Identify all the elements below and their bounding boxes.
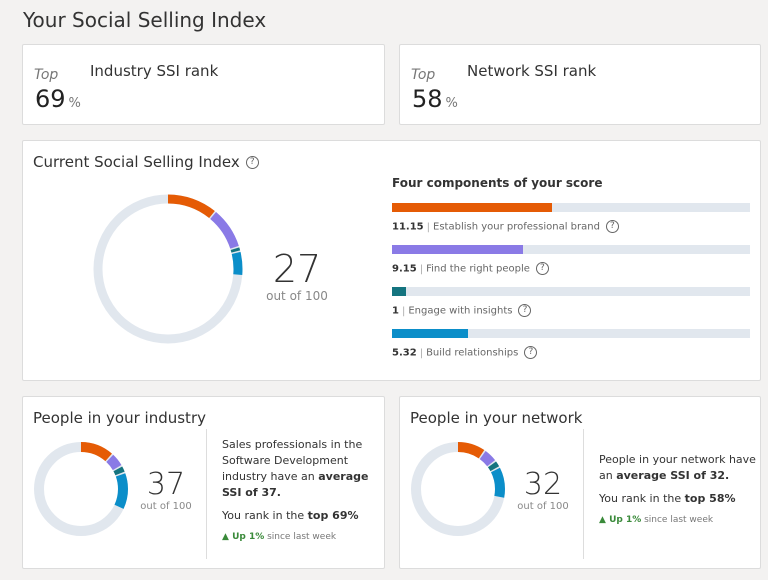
component-bar-fill [392, 203, 552, 212]
up-arrow-icon: ▲ [222, 532, 233, 542]
industry-trend: ▲ Up 1% since last week [222, 532, 337, 542]
network-rank-text: You rank in the top 58% [599, 492, 736, 505]
network-rank-value: 58% [412, 85, 458, 113]
component-bar [392, 287, 750, 296]
network-card: People in your network 32 out of 100 Peop… [399, 396, 761, 569]
up-arrow-icon: ▲ [599, 515, 610, 525]
donut-segment [411, 442, 505, 536]
industry-description: Sales professionals in the Software Deve… [222, 438, 369, 499]
component-label: 11.15 | Establish your professional brand? [392, 220, 619, 233]
ssi-score: 27 out of 100 [266, 247, 328, 303]
industry-rank-value: 69% [35, 85, 81, 113]
component-label: 1 | Engage with insights? [392, 304, 532, 317]
current-ssi-title: Current Social Selling Index? [33, 153, 259, 171]
divider [583, 429, 584, 559]
industry-donut [34, 442, 128, 536]
industry-rank-text: You rank in the top 69% [222, 509, 359, 522]
industry-title: People in your industry [33, 409, 206, 427]
current-ssi-card: Current Social Selling Index? 27 out of 1… [22, 140, 761, 381]
help-icon[interactable]: ? [518, 304, 532, 317]
top-label: Top [34, 67, 59, 83]
divider [206, 429, 207, 559]
component-bar-fill [392, 329, 469, 338]
help-icon[interactable]: ? [524, 346, 538, 359]
page-title: Your Social Selling Index [23, 8, 267, 32]
component-bar-fill [392, 287, 407, 296]
network-title: People in your network [410, 409, 583, 427]
donut-segment [411, 442, 505, 536]
network-rank-card: Top Network SSI rank 58% [399, 44, 761, 125]
component-label: 9.15 | Find the right people? [392, 262, 549, 275]
network-score: 32 out of 100 [517, 467, 569, 513]
donut-segment [93, 194, 243, 344]
network-rank-title: Network SSI rank [467, 62, 597, 80]
ssi-donut [93, 194, 243, 344]
component-bar [392, 329, 750, 338]
help-icon[interactable]: ? [245, 156, 259, 169]
network-trend: ▲ Up 1% since last week [599, 515, 714, 525]
top-label: Top [411, 67, 436, 83]
help-icon[interactable]: ? [535, 262, 549, 275]
network-donut [411, 442, 505, 536]
component-label: 5.32 | Build relationships? [392, 346, 538, 359]
components-title: Four components of your score [392, 176, 603, 190]
industry-rank-title: Industry SSI rank [90, 62, 219, 80]
network-description: People in your network have an average S… [599, 453, 756, 482]
component-bar [392, 203, 750, 212]
industry-card: People in your industry 37 out of 100 Sal… [22, 396, 385, 569]
component-bar [392, 245, 750, 254]
component-bar-fill [392, 245, 524, 254]
donut-segment [34, 442, 128, 536]
industry-rank-card: Top Industry SSI rank 69% [22, 44, 385, 125]
help-icon[interactable]: ? [605, 220, 619, 233]
donut-segment [93, 194, 243, 344]
donut-segment [34, 442, 128, 536]
industry-score: 37 out of 100 [140, 467, 192, 513]
